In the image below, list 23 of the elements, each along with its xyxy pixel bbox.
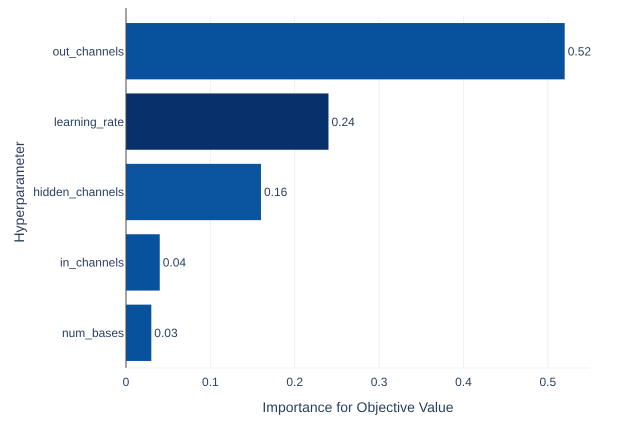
- y-tick-label: hidden_channels: [33, 185, 124, 200]
- x-tick-label: 0.3: [370, 375, 388, 389]
- bar: [126, 23, 565, 80]
- bar: [126, 93, 328, 150]
- x-axis-title: Importance for Objective Value: [262, 399, 454, 415]
- data-label: 0.03: [154, 326, 178, 340]
- bar: [126, 164, 261, 220]
- y-tick-label: in_channels: [60, 256, 124, 270]
- y-tick-label: num_bases: [62, 326, 124, 340]
- bar: [126, 234, 160, 291]
- y-axis-title: Hyperparameter: [11, 141, 27, 243]
- x-tick-label: 0: [122, 375, 130, 389]
- data-label: 0.24: [331, 114, 356, 129]
- data-label: 0.52: [568, 44, 592, 58]
- y-tick-label: learning_rate: [54, 114, 124, 129]
- x-tick-label: 0.4: [455, 375, 472, 389]
- data-label: 0.04: [162, 256, 186, 270]
- x-tick-label: 0.1: [202, 375, 220, 389]
- y-tick-label: out_channels: [52, 44, 124, 58]
- x-tick-label: 0.5: [539, 375, 556, 389]
- data-label: 0.16: [264, 185, 288, 200]
- bar: [126, 304, 152, 361]
- x-tick-label: 0.2: [286, 375, 304, 389]
